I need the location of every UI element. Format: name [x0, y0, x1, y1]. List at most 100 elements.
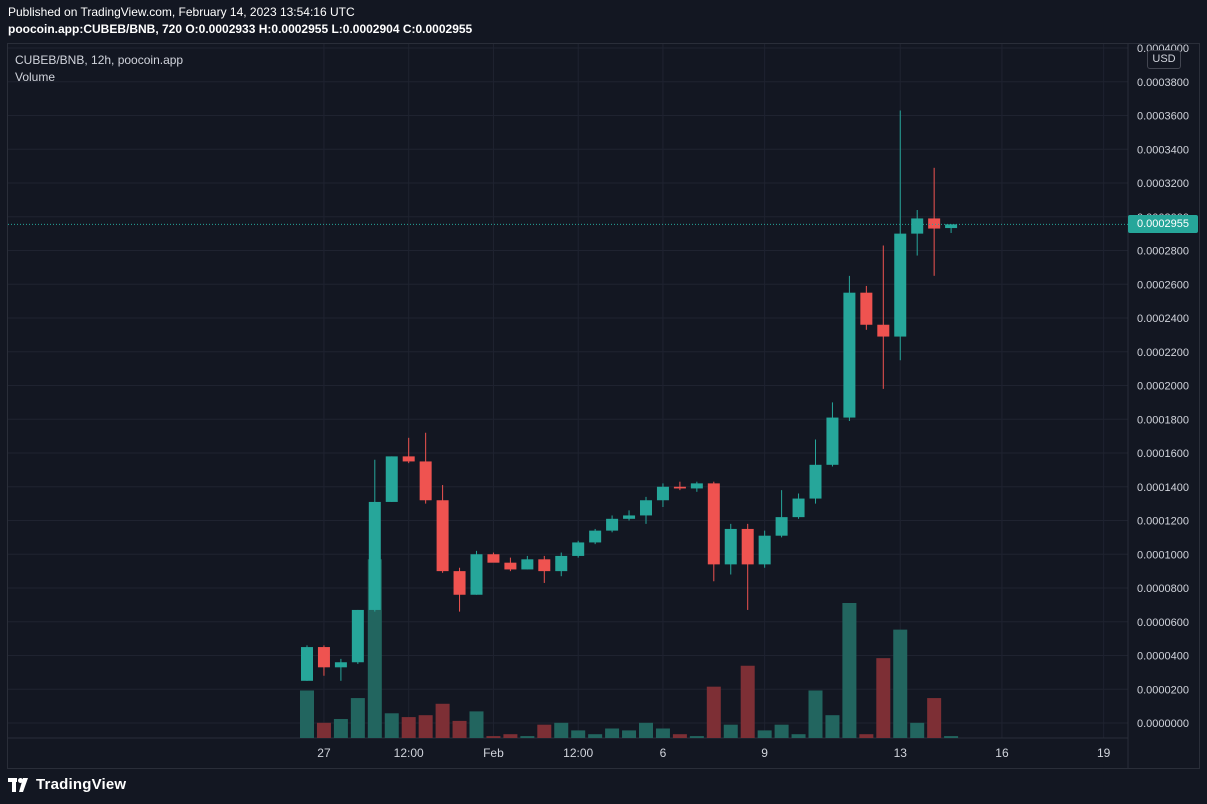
candle [809, 439, 822, 504]
candle-body [623, 515, 636, 519]
volume-bar [757, 730, 772, 738]
volume-bar [791, 734, 806, 738]
candle-body [453, 571, 466, 595]
candle-body [928, 218, 941, 229]
volume-bars [300, 559, 959, 738]
candle [775, 490, 788, 538]
candle [419, 432, 432, 504]
candle-body [368, 501, 381, 610]
candle-body [640, 500, 652, 516]
volume-bar [571, 730, 586, 738]
candle-body [606, 518, 619, 531]
volume-bar [859, 734, 874, 738]
candle-body [894, 233, 907, 337]
price-tick-label: 0.0000600 [1137, 617, 1189, 629]
candle [521, 555, 534, 570]
candle-body [351, 609, 364, 663]
candle-body [317, 647, 330, 668]
candle-body [911, 218, 924, 234]
candle [877, 245, 890, 389]
candle-body [572, 542, 585, 556]
price-tick-label: 0.0000400 [1137, 651, 1189, 663]
time-tick-label: 16 [995, 746, 1009, 760]
price-tick-label: 0.0001600 [1137, 448, 1189, 460]
candle-body [826, 417, 839, 465]
candle-body [402, 456, 415, 462]
price-tick-label: 0.0003600 [1137, 111, 1189, 123]
legend-volume[interactable]: Volume [15, 70, 56, 84]
price-tick-label: 0.0002600 [1137, 279, 1189, 291]
candle-body [419, 461, 432, 501]
candle [470, 550, 483, 595]
candle [911, 210, 924, 256]
candle [894, 110, 907, 361]
candle [538, 555, 551, 583]
volume-bar [350, 698, 365, 738]
price-tick-label: 0.0002000 [1137, 381, 1189, 393]
price-tick-label: 0.0002800 [1137, 246, 1189, 258]
candle [792, 493, 805, 519]
footer-brand[interactable]: TradingView [8, 776, 126, 793]
price-tick-label: 0.0000000 [1137, 718, 1189, 730]
candle-body [877, 324, 890, 337]
legend-title[interactable]: CUBEB/BNB, 12h, poocoin.app [15, 53, 184, 67]
volume-bar [639, 722, 653, 738]
volume-bar [605, 728, 620, 738]
candle [317, 645, 330, 676]
price-tick-label: 0.0000800 [1137, 583, 1189, 595]
published-info: Published on TradingView.com, February 1… [8, 5, 355, 19]
volume-bar [622, 730, 637, 738]
chart-frame[interactable] [7, 43, 1200, 769]
volume-bar [503, 734, 518, 738]
candle-body [860, 292, 873, 325]
volume-bar [723, 724, 738, 738]
candle [843, 275, 856, 421]
candle-body [945, 224, 958, 229]
price-tick-label: 0.0001000 [1137, 549, 1189, 561]
time-tick-label: 9 [761, 746, 768, 760]
candle [673, 481, 686, 491]
candle [385, 456, 398, 502]
time-tick-label: 6 [660, 746, 667, 760]
volume-bar [452, 720, 467, 738]
candle [368, 459, 381, 612]
price-tick-label: 0.0002400 [1137, 313, 1189, 325]
candle-body [589, 530, 602, 543]
grid-lines [8, 44, 1128, 738]
candle-body [724, 528, 737, 565]
candle [436, 485, 449, 573]
time-tick-label: Feb [483, 746, 504, 760]
volume-bar [333, 718, 348, 738]
candle [928, 167, 941, 276]
volume-bar [774, 724, 789, 738]
candle [690, 481, 703, 492]
volume-bar [486, 736, 501, 738]
candle [945, 224, 958, 233]
price-tick-label: 0.0001200 [1137, 516, 1189, 528]
candle-body [470, 554, 483, 595]
volume-bar [401, 717, 416, 738]
candle [623, 510, 636, 521]
volume-bar [435, 703, 450, 738]
candle [724, 523, 737, 575]
volume-bar [842, 603, 857, 738]
candle [741, 523, 754, 610]
candle-body [775, 517, 788, 536]
volume-bar [876, 658, 891, 738]
candle [351, 609, 364, 664]
volume-bar [469, 711, 484, 738]
currency-button[interactable]: USD [1147, 50, 1181, 69]
symbol-ohlc-line: poocoin.app:CUBEB/BNB, 720 O:0.0002933 H… [8, 22, 473, 36]
candle [707, 481, 720, 582]
candle [572, 540, 585, 558]
volume-bar [893, 629, 908, 738]
volume-bar [300, 690, 314, 738]
volume-bar [740, 665, 755, 738]
candle [826, 402, 839, 467]
candle [504, 557, 517, 572]
volume-bar [808, 690, 823, 738]
price-tick-label: 0.0000200 [1137, 684, 1189, 696]
time-axis-labels: 27 12:00 Feb 12:00 6 9 13 16 19 [317, 746, 1110, 760]
candle [453, 567, 466, 612]
